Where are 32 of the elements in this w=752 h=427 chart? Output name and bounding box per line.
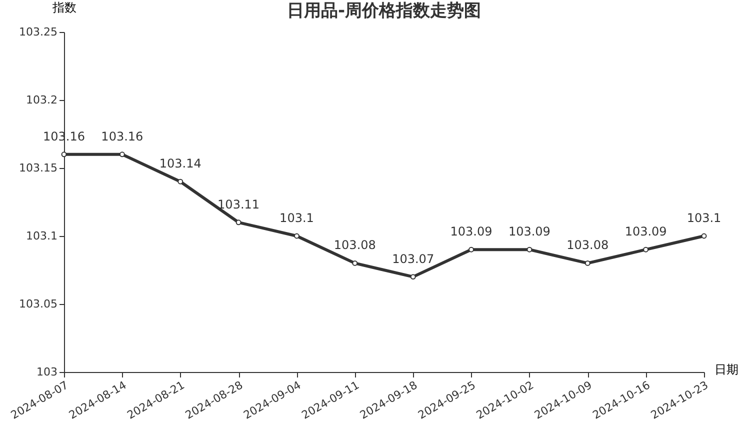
y-tick-label: 103 xyxy=(36,366,58,378)
point xyxy=(178,178,184,184)
y-tick-label: 103.05 xyxy=(19,298,58,310)
data-label: 103.09 xyxy=(508,224,550,239)
data-label: 103.09 xyxy=(624,224,667,239)
point xyxy=(410,274,416,280)
point xyxy=(468,246,474,252)
point xyxy=(294,233,300,239)
data-label: 103.14 xyxy=(159,156,202,171)
data-label: 103.08 xyxy=(334,238,376,252)
data-label: 103.1 xyxy=(280,211,314,225)
x-axis-title: 日期 xyxy=(714,362,738,376)
point xyxy=(526,246,532,252)
data-label: 103.16 xyxy=(101,129,144,144)
chart-title: 日用品-周价格指数走势图 xyxy=(286,1,482,21)
data-label: 103.07 xyxy=(392,252,434,266)
y-axis-title: 指数 xyxy=(52,0,76,14)
y-tick-label: 103.1 xyxy=(26,230,58,242)
data-label: 103.11 xyxy=(218,197,260,212)
y-tick-label: 103.15 xyxy=(19,162,58,174)
point xyxy=(119,152,125,158)
point xyxy=(584,260,590,266)
y-tick-label: 103.25 xyxy=(19,26,58,38)
point xyxy=(643,246,649,252)
data-label: 103.1 xyxy=(686,211,722,225)
point xyxy=(701,233,707,239)
point xyxy=(236,220,242,226)
point xyxy=(352,260,358,266)
data-label: 103.09 xyxy=(450,224,492,239)
data-label: 103.08 xyxy=(566,238,609,252)
y-tick-label: 103.2 xyxy=(26,94,58,106)
point xyxy=(61,152,67,158)
